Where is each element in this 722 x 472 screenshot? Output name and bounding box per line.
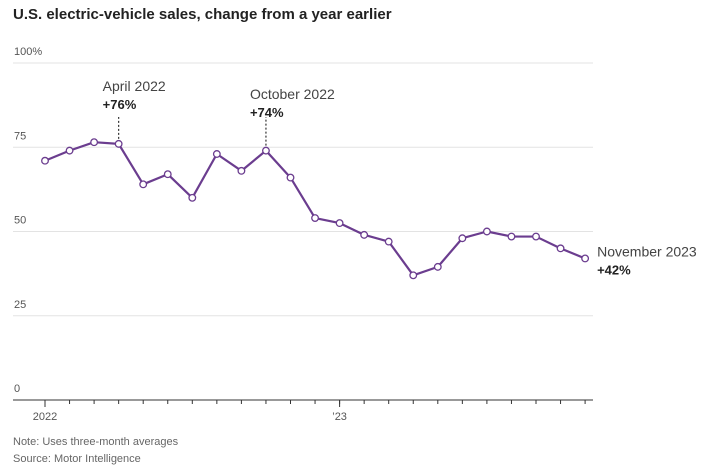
annotation-value: +76%	[103, 97, 137, 112]
data-point	[114, 139, 123, 148]
x-tick-label: ’23	[332, 411, 347, 423]
chart-source: Source: Motor Intelligence	[13, 453, 141, 465]
data-point	[458, 234, 467, 243]
annotation-value: +42%	[597, 262, 631, 277]
chart-note: Note: Uses three-month averages	[13, 436, 179, 448]
data-point	[360, 230, 369, 239]
data-point	[556, 244, 565, 253]
annotation-label: October 2022	[250, 86, 335, 102]
data-point	[212, 150, 221, 158]
series-line	[44, 141, 586, 277]
annotation-value: +74%	[250, 105, 284, 120]
data-point	[188, 193, 197, 202]
data-point	[286, 173, 295, 182]
y-tick-label: 0	[14, 383, 20, 395]
data-point	[262, 146, 270, 155]
data-point	[90, 138, 99, 147]
data-point	[163, 170, 172, 179]
data-point	[139, 180, 148, 189]
annotation-label: April 2022	[103, 78, 166, 94]
y-tick-label: 75	[14, 130, 26, 142]
data-point	[409, 271, 418, 280]
data-point	[65, 146, 74, 155]
data-point	[384, 237, 393, 246]
data-point	[507, 232, 516, 241]
data-point	[532, 232, 540, 241]
data-point	[433, 262, 442, 271]
y-tick-label: 100%	[14, 46, 42, 58]
data-point	[482, 227, 491, 236]
data-point	[335, 219, 344, 228]
x-tick-label: 2022	[33, 411, 57, 423]
chart-title: U.S. electric-vehicle sales, change from…	[13, 6, 392, 23]
data-point	[237, 166, 246, 175]
y-tick-label: 50	[14, 215, 26, 227]
data-point	[581, 254, 590, 263]
annotation-label: November 2023	[597, 243, 697, 259]
data-point	[41, 156, 49, 165]
y-tick-label: 25	[14, 299, 26, 311]
data-point	[311, 214, 319, 222]
